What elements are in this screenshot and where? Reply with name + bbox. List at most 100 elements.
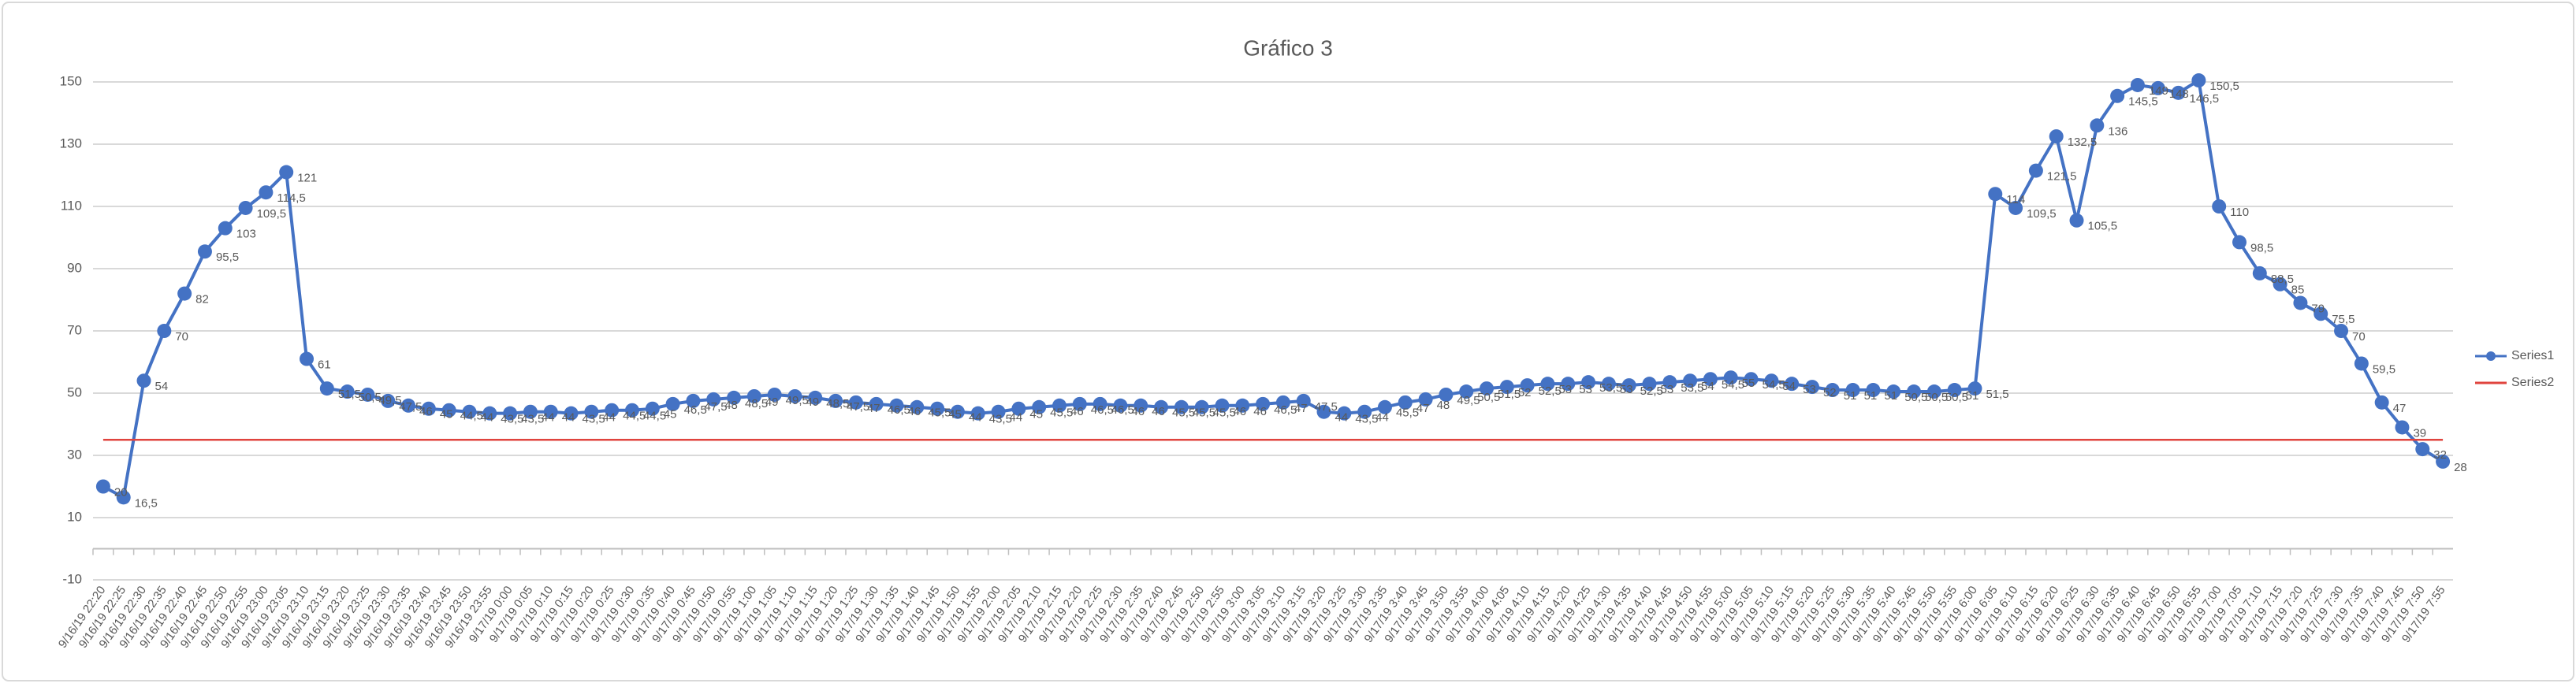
- data-label: 70: [175, 330, 188, 344]
- data-point: [889, 398, 904, 413]
- data-point: [1499, 380, 1514, 395]
- data-label: 52: [1518, 386, 1532, 399]
- y-tick-label: 90: [67, 260, 82, 275]
- data-point: [116, 490, 131, 505]
- data-label: 48,5: [826, 397, 849, 410]
- data-point: [238, 200, 253, 215]
- data-point: [1337, 406, 1352, 421]
- data-point: [2252, 266, 2267, 280]
- data-point: [910, 399, 925, 414]
- data-point: [1621, 378, 1636, 393]
- data-label: 79: [2311, 302, 2325, 315]
- legend-label: Series2: [2511, 376, 2554, 389]
- y-tick-label: 10: [67, 509, 82, 524]
- data-label: 103: [236, 228, 256, 241]
- data-point: [808, 390, 823, 405]
- data-point: [624, 403, 639, 418]
- data-point: [1703, 372, 1718, 387]
- data-point: [1662, 375, 1677, 390]
- data-point: [1520, 378, 1535, 393]
- y-tick-label: -10: [62, 571, 82, 586]
- data-point: [1256, 396, 1271, 411]
- data-point: [1011, 401, 1026, 416]
- data-label: 45,5: [1193, 407, 1215, 420]
- data-label: 44: [1010, 411, 1023, 425]
- data-point: [2334, 324, 2349, 338]
- data-label: 45,5: [1396, 407, 1419, 420]
- data-point: [218, 221, 233, 236]
- data-label: 52,5: [1539, 384, 1562, 398]
- data-label: 45,5: [928, 407, 951, 420]
- data-point: [746, 388, 761, 403]
- data-label: 53: [1579, 383, 1592, 396]
- data-label: 95,5: [216, 251, 239, 264]
- data-label: 51: [1844, 389, 1857, 403]
- data-label: 47: [1416, 402, 1430, 415]
- data-label: 43,5: [521, 413, 544, 426]
- data-label: 53,5: [1681, 381, 1703, 395]
- data-point: [1215, 398, 1230, 413]
- data-label: 46: [1070, 405, 1084, 418]
- data-point: [2395, 420, 2410, 435]
- data-label: 45: [664, 408, 677, 421]
- data-label: 54,5: [1763, 378, 1785, 392]
- data-label: 44: [602, 411, 616, 425]
- data-point: [2150, 80, 2165, 95]
- data-label: 52: [1823, 386, 1837, 399]
- data-label: 82: [195, 293, 209, 306]
- data-label: 54: [155, 380, 169, 393]
- data-label: 136: [2108, 124, 2127, 138]
- data-point: [970, 406, 985, 421]
- data-label: 46,5: [1091, 403, 1114, 417]
- data-point: [727, 390, 742, 405]
- data-label: 44: [542, 411, 555, 425]
- data-point: [1926, 384, 1941, 399]
- data-point: [991, 404, 1006, 419]
- data-label: 45: [1029, 408, 1043, 421]
- data-point: [543, 404, 558, 419]
- data-point: [869, 396, 884, 411]
- data-label: 46: [1233, 405, 1246, 418]
- data-label: 51,5: [1986, 388, 2008, 401]
- data-label: 49,5: [1457, 394, 1480, 407]
- data-point: [930, 401, 945, 416]
- data-label: 54,5: [1722, 378, 1744, 392]
- data-point: [441, 403, 456, 418]
- data-label: 47,5: [704, 400, 727, 414]
- data-point: [259, 185, 274, 200]
- data-point: [1825, 383, 1840, 398]
- data-label: 51,5: [1498, 388, 1521, 401]
- legend-label: Series1: [2511, 349, 2554, 362]
- data-point: [1316, 404, 1331, 419]
- data-label: 46: [419, 405, 433, 418]
- data-point: [1845, 383, 1860, 398]
- data-point: [1561, 377, 1576, 392]
- data-label: 110: [2230, 206, 2249, 219]
- data-point: [1744, 372, 1759, 387]
- data-label: 45,5: [1172, 407, 1195, 420]
- data-point: [2049, 129, 2064, 144]
- data-point: [1275, 395, 1290, 410]
- data-label: 88,5: [2271, 273, 2294, 286]
- data-label: 51,5: [338, 388, 361, 401]
- data-label: 46,5: [1274, 403, 1297, 417]
- data-point: [319, 381, 334, 396]
- data-point: [1581, 375, 1596, 390]
- data-point: [421, 401, 436, 416]
- data-point: [1886, 384, 1901, 399]
- data-point: [1296, 393, 1311, 408]
- data-point: [1683, 373, 1698, 388]
- data-label: 50,5: [1945, 391, 1968, 404]
- data-point: [1459, 384, 1474, 399]
- data-label: 46: [1253, 405, 1267, 418]
- data-point: [177, 286, 192, 301]
- data-label: 132,5: [2068, 136, 2098, 149]
- data-point: [2415, 442, 2430, 457]
- data-point: [2008, 200, 2023, 215]
- data-label: 46: [1131, 405, 1145, 418]
- data-point: [1785, 377, 1800, 392]
- data-label: 45: [440, 408, 453, 421]
- data-point: [360, 387, 375, 402]
- data-label: 146,5: [2190, 92, 2220, 106]
